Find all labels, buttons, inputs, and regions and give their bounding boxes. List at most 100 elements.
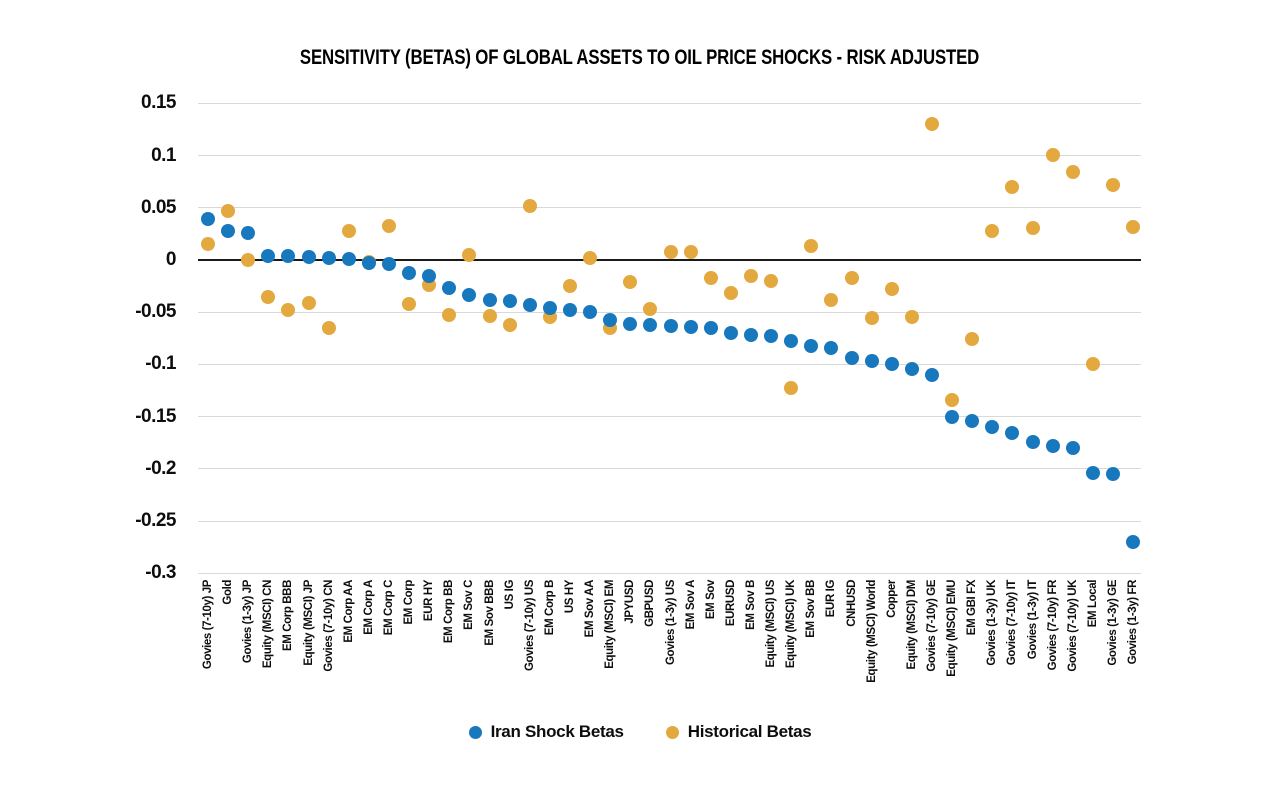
x-axis-label: EM Corp [403,580,416,625]
data-point-iran-shock [623,316,638,331]
data-point-historical [945,392,960,407]
x-axis-label: EM Corp A [362,580,375,635]
data-point-iran-shock [442,281,457,296]
data-point-historical [784,381,799,396]
data-point-historical [1085,357,1100,372]
data-point-iran-shock [281,248,296,263]
data-point-iran-shock [743,328,758,343]
x-axis-label: Equity (MSCI) UK [785,580,798,669]
y-tick-label: -0.3 [145,562,176,584]
data-point-historical [985,223,1000,238]
legend: Iran Shock Betas Historical Betas [0,722,1280,742]
x-axis-label: EM Sov A [684,580,697,630]
data-point-iran-shock [341,251,356,266]
x-axis-label: Gold [222,580,235,605]
data-point-historical [824,292,839,307]
x-axis-label: Equity (MSCI) JP [302,580,315,666]
x-axis-label: EM Sov AA [584,580,597,638]
data-point-historical [1045,147,1060,162]
data-point-iran-shock [1105,467,1120,482]
y-tick-label: -0.2 [145,457,176,479]
x-axis-label: CNHUSD [845,580,858,627]
x-axis-label: Govies (1-3y) FR [1127,580,1140,665]
x-axis-label: Equity (MSCI) EM [604,580,617,669]
data-point-historical [482,309,497,324]
data-point-historical [965,332,980,347]
x-axis-label: GBPUSD [644,580,657,627]
x-axis-label: Equity (MSCI) EMU [946,580,959,677]
data-point-iran-shock [904,361,919,376]
data-point-iran-shock [583,305,598,320]
data-point-historical [623,274,638,289]
x-axis-label: EM Sov BBB [483,580,496,646]
data-point-iran-shock [824,340,839,355]
data-point-historical [904,310,919,325]
y-tick-label: -0.25 [135,510,176,531]
x-axis-label: EM Corp BB [443,580,456,644]
data-point-historical [1105,177,1120,192]
data-point-iran-shock [402,265,417,280]
data-point-historical [723,286,738,301]
gridline [198,520,1141,522]
x-axis-label: Govies (1-3y) UK [986,580,999,666]
data-point-iran-shock [683,319,698,334]
data-point-historical [402,296,417,311]
data-point-iran-shock [482,292,497,307]
data-point-iran-shock [965,413,980,428]
x-axis-label: EM Sov C [463,580,476,630]
data-point-iran-shock [361,256,376,271]
data-point-iran-shock [381,257,396,272]
legend-label: Historical Betas [687,722,812,741]
x-axis-label: EM GBI FX [966,580,979,636]
y-tick-label: 0 [165,249,177,270]
data-point-historical [502,317,517,332]
y-tick-label: -0.15 [135,405,176,427]
gridline [198,416,1141,418]
data-point-iran-shock [422,268,437,283]
x-axis-label: Govies (7-10y) JP [202,580,214,670]
data-point-iran-shock [1085,465,1100,480]
x-axis-label: Copper [885,580,898,618]
data-point-iran-shock [502,293,517,308]
data-point-historical [281,303,296,318]
x-axis-label: EM Corp B [543,580,556,636]
x-axis-label: US IG [503,580,516,610]
data-point-historical [562,279,577,294]
x-axis-label: Equity (MSCI) CN [262,580,275,669]
data-point-iran-shock [985,420,1000,435]
data-point-iran-shock [1005,426,1020,441]
data-point-historical [241,253,256,267]
data-point-iran-shock [1025,434,1040,449]
y-tick-label: -0.1 [145,353,176,375]
legend-label: Iran Shock Betas [490,722,624,741]
x-axis-label: Govies (7-10y) UK [1066,580,1079,672]
legend-circle-icon [468,725,482,739]
data-point-iran-shock [1065,440,1080,455]
gridline [198,468,1141,470]
data-point-iran-shock [321,250,336,265]
data-point-iran-shock [1045,438,1060,453]
data-point-historical [743,268,758,283]
x-axis-label: Govies (7-10y) US [523,580,536,671]
data-point-historical [1025,220,1040,235]
data-point-historical [301,295,316,310]
data-point-iran-shock [241,225,256,240]
data-point-iran-shock [924,367,939,382]
x-axis-label: JPYUSD [624,580,637,624]
data-point-iran-shock [603,312,618,327]
chart-title: SENSITIVITY (BETAS) OF GLOBAL ASSETS TO … [300,46,980,69]
x-axis-label: Equity (MSCI) US [765,580,778,668]
x-axis-label: EM Corp AA [342,580,355,643]
x-axis-label: EURUSD [724,580,737,627]
data-point-historical [844,270,859,285]
data-point-iran-shock [462,288,477,303]
data-point-historical [864,311,879,326]
data-point-historical [1126,219,1141,234]
data-point-historical [462,247,477,262]
data-point-historical [442,308,457,323]
data-point-iran-shock [522,297,537,312]
data-point-iran-shock [301,249,316,264]
zero-line [198,259,1141,261]
data-point-iran-shock [703,320,718,335]
x-axis-label: EM Sov B [744,580,757,630]
